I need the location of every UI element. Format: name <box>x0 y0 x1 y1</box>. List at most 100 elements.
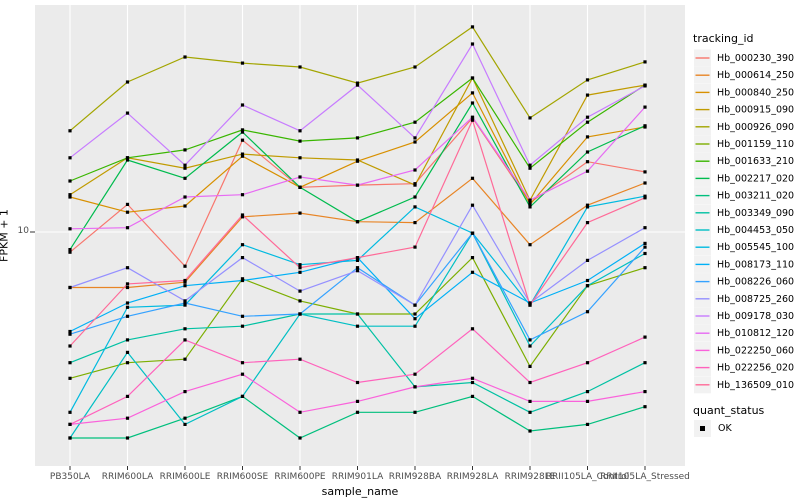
data-point-square <box>643 84 647 88</box>
legend-item-label: Hb_000915_090 <box>717 105 794 116</box>
data-point-square <box>68 195 72 199</box>
legend-item: Hb_004453_050 <box>694 221 794 239</box>
data-point-square <box>240 394 245 398</box>
data-point-square <box>355 256 360 260</box>
legend-item: Hb_000230_390 <box>694 49 794 67</box>
data-point-square <box>470 380 475 385</box>
data-point-square <box>413 245 417 249</box>
data-point-square <box>125 266 130 270</box>
data-point-square <box>585 258 590 262</box>
data-point-square <box>585 115 590 119</box>
legend-item-label: Hb_008226_060 <box>717 277 794 288</box>
data-point-square <box>585 390 590 394</box>
x-tick-label: RRII105LA_Stressed <box>600 472 690 482</box>
data-point-square <box>183 148 187 152</box>
legend-item: Hb_136509_010 <box>694 376 794 394</box>
legend-item-label: Hb_002217_020 <box>717 173 794 184</box>
data-point-square <box>298 266 302 270</box>
legend-item: Hb_022250_060 <box>694 341 794 359</box>
data-point-square <box>355 83 360 87</box>
data-point-square <box>528 301 532 305</box>
data-point-square <box>298 156 302 160</box>
legend-key-box <box>694 420 711 437</box>
data-point-square <box>470 176 475 180</box>
data-point-square <box>355 136 360 140</box>
legend-item-label: Hb_000614_250 <box>717 70 794 81</box>
legend-item-label: Hb_000840_250 <box>717 87 794 98</box>
data-point-square <box>68 179 72 183</box>
data-point-square <box>355 258 360 262</box>
data-point-square <box>413 317 417 321</box>
data-point-square <box>528 205 532 209</box>
quant-status-legend-item: OK <box>694 420 800 437</box>
data-point-square <box>125 80 130 84</box>
data-point-square <box>585 361 590 365</box>
legend-item: Hb_003349_090 <box>694 204 794 222</box>
data-point-square <box>355 266 360 270</box>
data-point-square <box>125 226 130 230</box>
data-point-square <box>470 42 475 46</box>
legend-item: Hb_001633_210 <box>694 152 794 170</box>
data-point-square <box>298 175 302 179</box>
data-point-square <box>183 416 187 420</box>
data-point-square <box>240 361 245 365</box>
data-point-square <box>643 251 647 256</box>
data-point-square <box>298 211 302 215</box>
data-point-square <box>298 129 302 133</box>
data-point-square <box>183 163 187 167</box>
square-point-icon <box>700 426 705 431</box>
data-point-square <box>183 166 187 170</box>
data-point-square <box>125 210 130 214</box>
data-point-square <box>528 303 532 307</box>
data-point-square <box>585 205 590 209</box>
x-tick-label: RRIM901LA <box>332 472 384 482</box>
data-point-square <box>183 390 187 394</box>
data-point-square <box>643 390 647 394</box>
data-point-square <box>183 284 187 288</box>
data-point-square <box>298 357 302 361</box>
data-point-square <box>240 243 245 247</box>
data-point-square <box>413 410 417 414</box>
x-tick-label: RRIM600PE <box>274 472 326 482</box>
data-point-square <box>528 116 532 120</box>
data-point-square <box>183 422 187 426</box>
legend-item: Hb_000840_250 <box>694 83 794 101</box>
data-point-square <box>470 256 475 260</box>
data-point-square <box>240 213 245 217</box>
data-point-square <box>355 410 360 414</box>
legend-item: Hb_000915_090 <box>694 101 794 119</box>
legend-item: Hb_008173_110 <box>694 255 794 273</box>
y-axis-tick-label: 10 <box>17 226 29 236</box>
data-point-square <box>240 372 245 376</box>
data-point-square <box>643 170 647 174</box>
data-point-square <box>470 76 475 80</box>
data-point-square <box>643 241 647 245</box>
data-point-square <box>528 198 532 202</box>
data-point-square <box>125 305 130 309</box>
data-point-square <box>183 264 187 268</box>
data-point-square <box>298 410 302 414</box>
data-point-square <box>413 324 417 328</box>
data-point-square <box>585 93 590 97</box>
data-point-square <box>470 231 475 235</box>
data-point-square <box>240 278 245 283</box>
data-point-square <box>585 278 590 283</box>
x-tick-label: RRIM928LA <box>447 472 499 482</box>
data-point-square <box>240 103 245 107</box>
legend-item-label: Hb_022256_020 <box>717 363 794 374</box>
data-point-square <box>125 338 130 342</box>
data-point-square <box>470 115 475 119</box>
legend-item: Hb_000614_250 <box>694 66 794 84</box>
data-point-square <box>355 220 360 224</box>
data-point-square <box>125 158 130 162</box>
data-point-square <box>528 399 532 403</box>
data-point-square <box>413 303 417 307</box>
data-point-square <box>585 169 590 173</box>
data-point-square <box>585 422 590 426</box>
data-point-square <box>528 429 532 433</box>
data-point-square <box>470 101 475 105</box>
data-point-square <box>355 324 360 328</box>
legend-item: Hb_009178_030 <box>694 307 794 325</box>
data-point-square <box>643 196 647 200</box>
